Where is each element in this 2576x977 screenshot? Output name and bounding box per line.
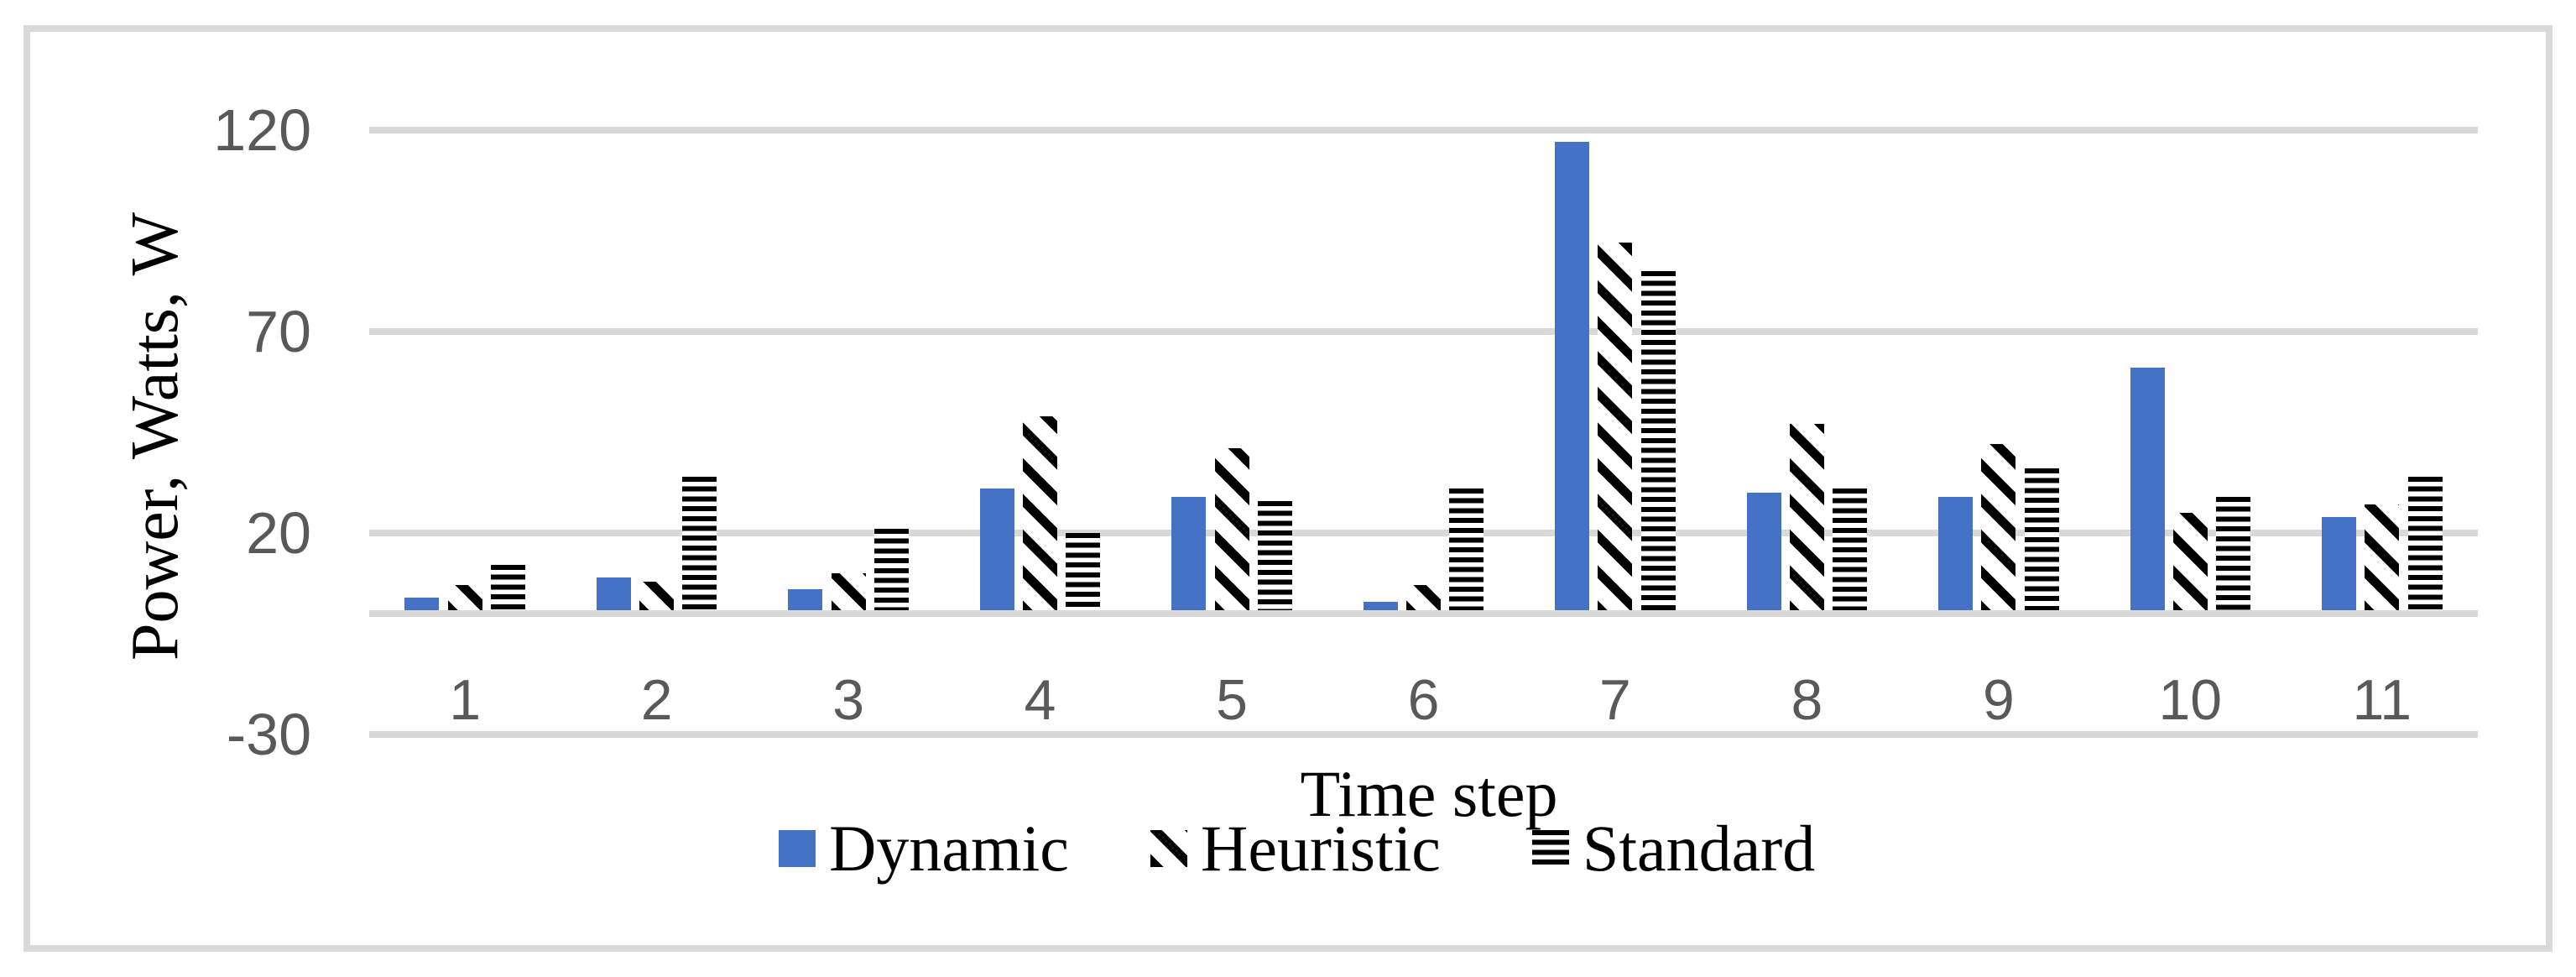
bar-dynamic-2 [596, 577, 631, 614]
bar-standard-2 [682, 476, 717, 614]
y-axis-title: Power, Watts, W [118, 212, 192, 661]
x-tick-label-8: 8 [1791, 668, 1823, 732]
bar-standard-11 [2407, 476, 2443, 614]
bar-heuristic-8 [1789, 424, 1824, 614]
y-tick-label--30: -30 [226, 702, 311, 767]
x-axis-title: Time step [1300, 757, 1558, 830]
bar-standard-1 [491, 565, 526, 614]
x-tick-label-7: 7 [1599, 668, 1631, 732]
gridline-20 [369, 530, 2478, 536]
x-tick-label-4: 4 [1024, 668, 1056, 732]
bar-dynamic-1 [404, 597, 440, 614]
x-axis-line [369, 610, 2478, 617]
bar-standard-10 [2216, 496, 2251, 614]
bar-heuristic-7 [1598, 243, 1633, 614]
bar-heuristic-5 [1214, 448, 1249, 614]
bar-standard-3 [873, 529, 909, 614]
bar-heuristic-4 [1023, 415, 1058, 614]
x-tick-label-10: 10 [2158, 668, 2223, 732]
bar-heuristic-6 [1406, 585, 1441, 614]
gridline-120 [369, 127, 2478, 133]
x-tick-label-9: 9 [1982, 668, 2015, 732]
y-tick-label-120: 120 [213, 97, 311, 163]
bar-dynamic-7 [1555, 142, 1590, 614]
bar-heuristic-2 [639, 581, 675, 614]
gridline-70 [369, 328, 2478, 335]
bar-standard-9 [2024, 468, 2059, 614]
y-tick-label-20: 20 [246, 500, 311, 566]
bar-standard-8 [1833, 488, 1868, 614]
bar-standard-6 [1449, 488, 1484, 614]
chart-frame [23, 25, 2553, 952]
x-tick-label-5: 5 [1216, 668, 1248, 732]
bar-heuristic-10 [2172, 513, 2208, 614]
bar-dynamic-11 [2321, 516, 2356, 614]
bar-dynamic-3 [788, 589, 823, 614]
bar-dynamic-4 [979, 488, 1014, 614]
x-tick-label-11: 11 [2352, 668, 2412, 732]
bar-dynamic-10 [2130, 368, 2165, 614]
y-tick-label-70: 70 [246, 299, 311, 364]
bar-heuristic-3 [831, 573, 866, 614]
bar-heuristic-1 [447, 585, 482, 614]
x-tick-label-6: 6 [1407, 668, 1440, 732]
bar-dynamic-9 [1938, 496, 1974, 614]
x-tick-label-1: 1 [449, 668, 482, 732]
x-tick-label-3: 3 [832, 668, 865, 732]
bar-standard-5 [1257, 500, 1292, 614]
bar-dynamic-8 [1746, 493, 1781, 614]
bar-standard-4 [1066, 533, 1101, 614]
x-tick-label-2: 2 [640, 668, 673, 732]
bar-standard-7 [1640, 271, 1676, 614]
bar-heuristic-11 [2365, 504, 2400, 614]
bar-dynamic-5 [1171, 496, 1207, 614]
gridline--30 [369, 731, 2478, 738]
bar-heuristic-9 [1981, 444, 2016, 614]
